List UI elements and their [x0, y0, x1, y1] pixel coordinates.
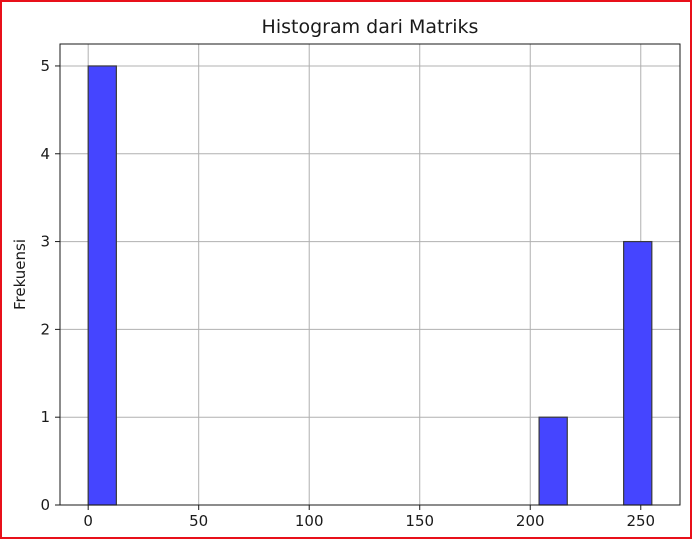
x-tick-label: 0 — [83, 512, 93, 530]
y-tick-label: 3 — [40, 233, 50, 251]
y-tick-label: 5 — [40, 57, 50, 75]
y-axis-label: Frekuensi — [11, 239, 29, 310]
x-tick-label: 150 — [405, 512, 434, 530]
y-tick-label: 0 — [40, 496, 50, 514]
x-tick-label: 200 — [516, 512, 545, 530]
histogram-bar — [623, 240, 653, 506]
axes-frame — [59, 43, 681, 506]
y-tick-label: 1 — [40, 408, 50, 426]
histogram-bars — [87, 65, 653, 506]
axis-ticks: 0 50 100 150 200 250 0 1 2 3 4 5 — [40, 57, 655, 530]
chart-title: Histogram dari Matriks — [262, 16, 479, 38]
x-tick-label: 100 — [295, 512, 324, 530]
x-tick-label: 250 — [626, 512, 655, 530]
x-tick-label: 50 — [189, 512, 208, 530]
histogram-bar — [87, 65, 117, 506]
y-tick-label: 4 — [40, 145, 50, 163]
grid-lines — [60, 44, 680, 506]
y-tick-label: 2 — [40, 320, 50, 338]
histogram-bar — [538, 416, 568, 506]
